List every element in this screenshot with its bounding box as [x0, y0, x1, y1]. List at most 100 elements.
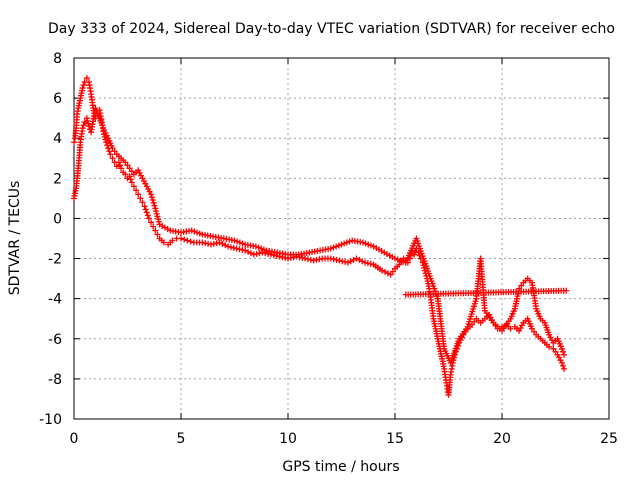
y-tick-label: 4 — [53, 131, 62, 147]
data-point-marker — [139, 199, 146, 206]
data-point-marker — [304, 256, 311, 263]
data-point-marker — [364, 260, 371, 267]
data-point-marker — [141, 203, 148, 210]
data-point-marker — [396, 261, 403, 268]
data-point-marker — [122, 159, 129, 166]
y-tick-label: -6 — [48, 332, 62, 348]
data-point-marker — [296, 254, 303, 261]
data-point-marker — [202, 240, 209, 247]
data-point-marker — [336, 257, 343, 264]
data-point-marker — [149, 196, 156, 203]
data-point-marker — [231, 237, 238, 244]
data-point-marker — [148, 194, 155, 201]
data-point-marker — [178, 235, 184, 242]
data-point-marker — [233, 245, 240, 252]
data-point-marker — [144, 212, 151, 219]
y-tick-label: 8 — [53, 51, 62, 67]
data-point-marker — [181, 236, 188, 243]
data-point-marker — [81, 119, 88, 126]
data-point-marker — [128, 179, 135, 186]
data-point-marker — [561, 365, 568, 372]
data-point-marker — [152, 205, 159, 212]
data-point-marker — [230, 244, 237, 251]
data-point-marker — [327, 245, 334, 252]
data-point-marker — [83, 75, 90, 82]
y-tick-label: -2 — [48, 252, 62, 268]
data-point-marker — [255, 244, 262, 251]
data-point-marker — [338, 241, 345, 248]
data-point-marker — [169, 237, 176, 244]
data-point-marker — [253, 250, 260, 257]
data-point-marker — [205, 240, 212, 247]
data-point-marker — [546, 343, 553, 350]
chart-title: Day 333 of 2024, Sidereal Day-to-day VTE… — [48, 21, 615, 37]
data-point-marker — [150, 199, 157, 206]
data-point-marker — [103, 139, 110, 146]
data-point-marker — [561, 351, 568, 358]
y-tick-label: -8 — [48, 372, 62, 388]
data-point-marker — [187, 238, 194, 245]
data-point-marker — [362, 259, 369, 266]
data-point-marker — [222, 242, 229, 249]
data-point-marker — [143, 209, 150, 216]
x-tick-label: 0 — [70, 431, 79, 447]
data-point-marker — [359, 239, 366, 246]
data-point-marker — [79, 125, 86, 132]
data-point-marker — [344, 259, 351, 266]
data-point-marker — [80, 82, 87, 89]
data-point-marker — [247, 250, 254, 257]
data-point-marker — [531, 328, 538, 335]
data-point-marker — [113, 163, 120, 170]
data-point-marker — [346, 238, 353, 245]
grid — [74, 58, 609, 419]
data-point-marker — [330, 244, 337, 251]
data-point-marker — [133, 187, 140, 194]
data-point-marker — [109, 155, 116, 162]
data-point-marker — [85, 120, 92, 127]
data-point-marker — [153, 208, 160, 215]
data-point-marker — [122, 171, 129, 178]
data-point-marker — [558, 345, 565, 352]
x-tick-label: 10 — [279, 431, 297, 447]
data-point-marker — [130, 183, 137, 190]
data-point-marker — [107, 151, 114, 158]
axis-ticks — [73, 57, 610, 420]
data-point-marker — [207, 241, 214, 248]
data-point-marker — [387, 271, 394, 278]
data-point-marker — [507, 325, 514, 332]
plot-frame — [73, 57, 610, 420]
data-point-marker — [79, 85, 86, 92]
x-tick-label: 20 — [493, 431, 511, 447]
data-points — [71, 75, 570, 398]
data-point-marker — [412, 248, 419, 255]
data-point-marker — [552, 348, 559, 355]
data-point-marker — [160, 239, 167, 246]
data-point-marker — [127, 176, 134, 183]
y-tick-label: 6 — [53, 91, 62, 107]
data-point-marker — [245, 248, 252, 255]
data-point-marker — [135, 191, 142, 198]
data-point-marker — [563, 287, 570, 294]
data-point-marker — [117, 162, 124, 169]
data-point-marker — [307, 256, 314, 263]
data-point-marker — [394, 256, 401, 263]
data-point-marker — [115, 159, 122, 166]
data-point-marker — [210, 240, 217, 247]
data-point-marker — [83, 115, 90, 122]
x-tick-label: 5 — [177, 431, 186, 447]
data-point-marker — [155, 216, 162, 223]
data-point-marker — [154, 213, 161, 220]
data-point-marker — [350, 256, 357, 263]
data-point-marker — [256, 250, 263, 257]
data-point-marker — [270, 252, 277, 259]
data-point-marker — [400, 258, 407, 265]
data-point-marker — [227, 244, 234, 251]
data-point-marker — [316, 256, 323, 263]
data-point-marker — [154, 231, 161, 238]
data-point-marker — [518, 282, 525, 289]
data-point-marker — [313, 256, 320, 263]
data-point-marker — [265, 250, 272, 257]
data-point-marker — [102, 136, 109, 143]
data-point-marker — [259, 249, 266, 256]
data-point-marker — [194, 229, 201, 236]
